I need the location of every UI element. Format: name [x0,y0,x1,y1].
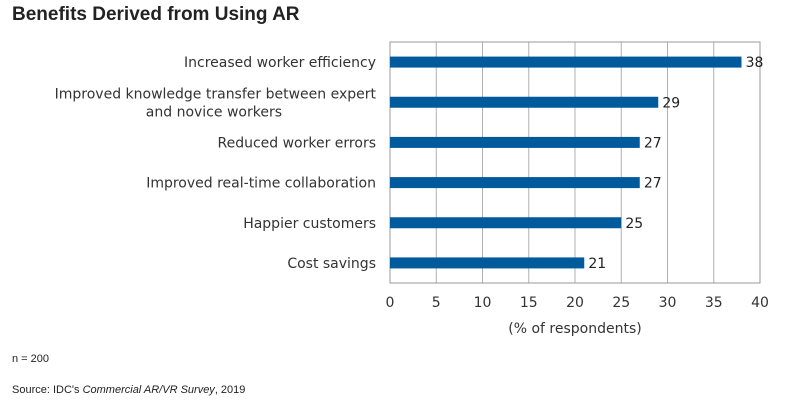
bar [390,177,640,189]
category-label: Reduced worker errors [217,135,376,151]
chart-title: Benefits Derived from Using AR [12,4,300,25]
sample-size-note: n = 200 [12,353,50,365]
category-label: Cost savings [287,256,376,272]
bar [390,56,742,68]
bars [390,56,742,269]
category-label: Happier customers [243,216,376,232]
bar [390,96,659,108]
value-label: 27 [644,176,662,192]
category-label: Improved real-time collaboration [146,176,376,192]
source-note: Source: IDC's Commercial AR/VR Survey, 2… [12,384,245,396]
plot-frame [389,41,761,284]
value-label: 38 [746,55,764,71]
source-prefix: Source: IDC's [12,384,83,396]
value-label: 25 [625,216,643,232]
category-label: Increased worker efficiency [184,55,376,71]
value-labels: 38 29 27 27 25 21 [588,55,763,272]
x-axis-title: (% of respondents) [508,321,641,337]
bar [390,136,640,148]
source-suffix: , 2019 [214,384,246,396]
x-tick-label: 25 [612,295,630,311]
value-label: 29 [662,95,680,111]
x-tick-label: 15 [520,295,538,311]
x-tick-label: 5 [432,295,441,311]
x-tick-label: 0 [386,295,395,311]
x-tick-label: 40 [751,295,769,311]
value-label: 21 [588,256,606,272]
source-title: Commercial AR/VR Survey [82,384,215,396]
category-label: Improved knowledge transfer between expe… [55,86,377,120]
bar [390,257,585,269]
x-tick-label: 10 [474,295,492,311]
value-label: 27 [644,135,662,151]
x-axis-ticks: 0 5 10 15 20 25 30 35 40 [386,295,769,311]
x-tick-label: 30 [659,295,677,311]
category-labels: Increased worker efficiency Improved know… [55,55,377,272]
x-tick-label: 20 [566,295,584,311]
bar [390,217,622,229]
gridlines [389,41,761,284]
bar-chart: Increased worker efficiency Improved know… [55,41,769,337]
x-tick-label: 35 [705,295,723,311]
